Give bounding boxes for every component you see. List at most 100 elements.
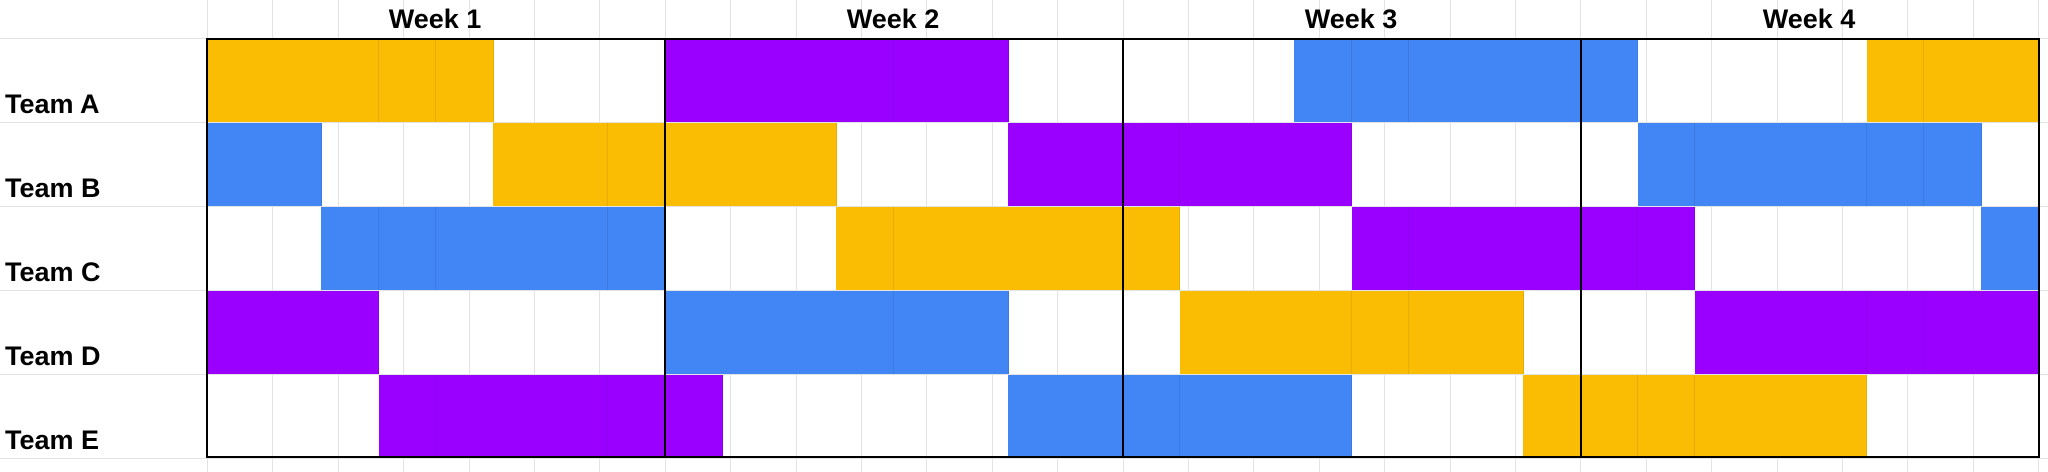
schedule-cell-team-b[interactable] [1409, 123, 1467, 206]
schedule-cell-team-e[interactable] [1809, 375, 1868, 458]
schedule-cell-team-e[interactable] [836, 375, 894, 458]
schedule-cell-team-d[interactable] [1923, 291, 1982, 374]
schedule-cell-team-a[interactable] [1638, 39, 1696, 122]
schedule-cell-team-d[interactable] [1065, 291, 1123, 374]
schedule-cell-team-b[interactable] [207, 123, 265, 206]
schedule-cell-team-d[interactable] [379, 291, 437, 374]
schedule-cell-team-a[interactable] [1351, 39, 1410, 122]
schedule-cell-team-e[interactable] [1008, 375, 1066, 458]
schedule-cell-team-c[interactable] [1408, 207, 1467, 290]
schedule-cell-team-a[interactable] [1923, 39, 1982, 122]
schedule-cell-team-a[interactable] [893, 39, 952, 122]
schedule-cell-team-b[interactable] [1466, 123, 1524, 206]
schedule-cell-team-e[interactable] [1523, 375, 1581, 458]
schedule-cell-team-b[interactable] [607, 123, 666, 206]
schedule-cell-team-d[interactable] [779, 291, 838, 374]
schedule-cell-team-e[interactable] [321, 375, 379, 458]
schedule-cell-team-a[interactable] [1408, 39, 1467, 122]
schedule-cell-team-d[interactable] [1580, 291, 1638, 374]
schedule-cell-team-c[interactable] [1180, 207, 1238, 290]
schedule-cell-team-c[interactable] [1351, 207, 1410, 290]
schedule-cell-team-a[interactable] [1580, 39, 1639, 122]
schedule-cell-team-b[interactable] [1809, 123, 1868, 206]
schedule-cell-team-c[interactable] [1294, 207, 1352, 290]
schedule-cell-team-b[interactable] [664, 123, 723, 206]
schedule-cell-team-c[interactable] [1867, 207, 1925, 290]
schedule-cell-team-d[interactable] [264, 291, 323, 374]
schedule-cell-team-e[interactable] [1065, 375, 1124, 458]
schedule-cell-team-a[interactable] [1237, 39, 1295, 122]
schedule-cell-team-d[interactable] [1351, 291, 1410, 374]
schedule-cell-team-b[interactable] [722, 123, 780, 206]
schedule-cell-team-d[interactable] [1980, 291, 2039, 374]
schedule-cell-team-d[interactable] [950, 291, 1009, 374]
schedule-cell-team-b[interactable] [1637, 123, 1696, 206]
schedule-cell-team-b[interactable] [894, 123, 952, 206]
schedule-cell-team-e[interactable] [1694, 375, 1753, 458]
schedule-cell-team-d[interactable] [1237, 291, 1295, 374]
schedule-cell-team-e[interactable] [493, 375, 551, 458]
schedule-cell-team-d[interactable] [1866, 291, 1925, 374]
schedule-cell-team-c[interactable] [1008, 207, 1066, 290]
schedule-cell-team-e[interactable] [1122, 375, 1181, 458]
schedule-cell-team-c[interactable] [1924, 207, 1982, 290]
schedule-cell-team-d[interactable] [1123, 291, 1181, 374]
schedule-cell-team-d[interactable] [1638, 291, 1696, 374]
schedule-cell-team-b[interactable] [436, 123, 494, 206]
schedule-cell-team-b[interactable] [1352, 123, 1410, 206]
schedule-cell-team-e[interactable] [378, 375, 437, 458]
schedule-cell-team-b[interactable] [1694, 123, 1753, 206]
schedule-cell-team-b[interactable] [1523, 123, 1581, 206]
schedule-cell-team-d[interactable] [1752, 291, 1810, 374]
schedule-cell-team-d[interactable] [664, 291, 723, 374]
schedule-cell-team-d[interactable] [493, 291, 551, 374]
schedule-cell-team-b[interactable] [493, 123, 551, 206]
schedule-cell-team-e[interactable] [1179, 375, 1238, 458]
schedule-cell-team-c[interactable] [665, 207, 723, 290]
schedule-cell-team-d[interactable] [1408, 291, 1467, 374]
schedule-cell-team-a[interactable] [664, 39, 723, 122]
schedule-cell-team-a[interactable] [1065, 39, 1123, 122]
schedule-cell-team-e[interactable] [1580, 375, 1639, 458]
schedule-cell-team-a[interactable] [836, 39, 895, 122]
schedule-cell-team-a[interactable] [1809, 39, 1867, 122]
schedule-cell-team-d[interactable] [893, 291, 952, 374]
schedule-cell-team-c[interactable] [493, 207, 551, 290]
schedule-cell-team-e[interactable] [207, 375, 265, 458]
schedule-cell-team-c[interactable] [1465, 207, 1524, 290]
schedule-cell-team-a[interactable] [321, 39, 380, 122]
schedule-cell-team-d[interactable] [207, 291, 265, 374]
schedule-cell-team-c[interactable] [1752, 207, 1810, 290]
schedule-cell-team-c[interactable] [1065, 207, 1124, 290]
schedule-cell-team-d[interactable] [436, 291, 494, 374]
schedule-cell-team-a[interactable] [1866, 39, 1925, 122]
schedule-cell-team-a[interactable] [1008, 39, 1066, 122]
week-header-2[interactable]: Week 2 [846, 3, 940, 34]
week-header-4[interactable]: Week 4 [1762, 3, 1856, 34]
schedule-cell-team-c[interactable] [1523, 207, 1581, 290]
schedule-cell-team-b[interactable] [1752, 123, 1810, 206]
schedule-cell-team-e[interactable] [1924, 375, 1982, 458]
schedule-cell-team-a[interactable] [378, 39, 437, 122]
schedule-cell-team-e[interactable] [264, 375, 322, 458]
schedule-cell-team-b[interactable] [550, 123, 609, 206]
schedule-cell-team-a[interactable] [1695, 39, 1753, 122]
schedule-cell-team-d[interactable] [1694, 291, 1753, 374]
schedule-cell-team-b[interactable] [264, 123, 323, 206]
schedule-cell-team-d[interactable] [1179, 291, 1238, 374]
schedule-cell-team-e[interactable] [435, 375, 494, 458]
schedule-cell-team-c[interactable] [264, 207, 322, 290]
schedule-cell-team-b[interactable] [951, 123, 1009, 206]
schedule-cell-team-c[interactable] [1980, 207, 2039, 290]
schedule-cell-team-e[interactable] [550, 375, 609, 458]
schedule-cell-team-d[interactable] [836, 291, 895, 374]
schedule-cell-team-b[interactable] [1122, 123, 1181, 206]
schedule-cell-team-d[interactable] [722, 291, 780, 374]
schedule-cell-team-c[interactable] [1122, 207, 1181, 290]
schedule-cell-team-b[interactable] [1065, 123, 1124, 206]
schedule-cell-team-c[interactable] [1695, 207, 1753, 290]
team-label-e[interactable]: Team E [5, 425, 100, 455]
schedule-cell-team-a[interactable] [1752, 39, 1810, 122]
schedule-cell-team-a[interactable] [779, 39, 838, 122]
week-header-1[interactable]: Week 1 [388, 3, 482, 34]
